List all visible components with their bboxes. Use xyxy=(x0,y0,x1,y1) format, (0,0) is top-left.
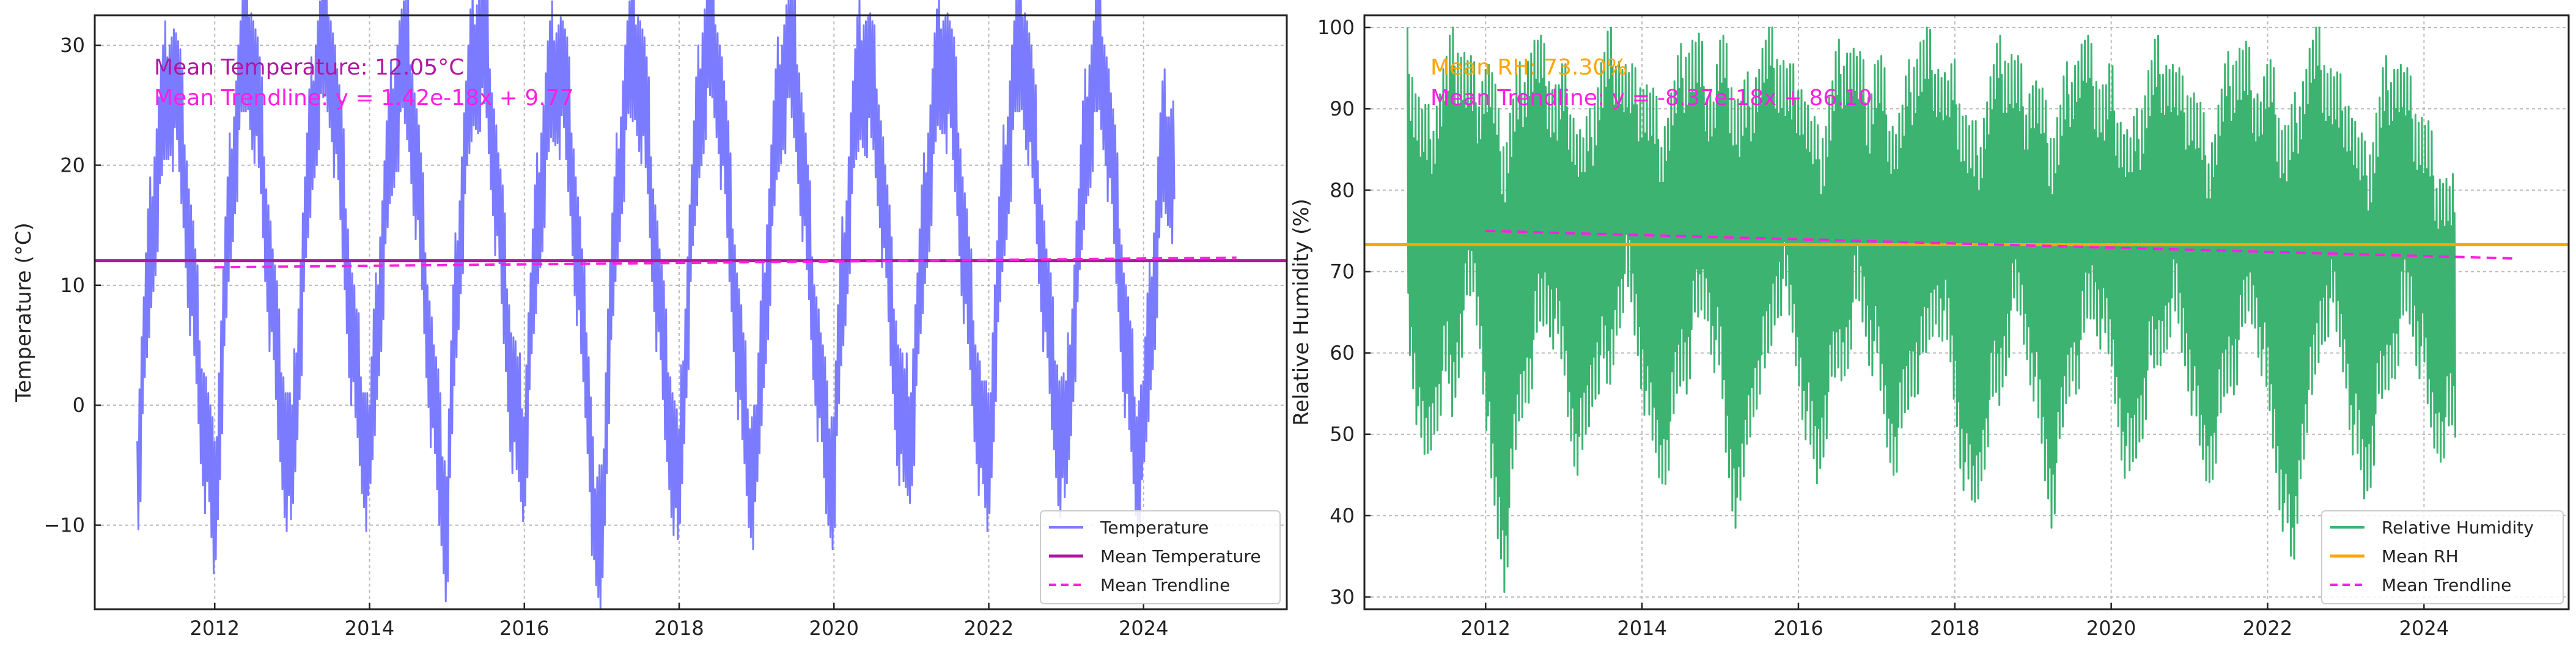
temperature-plot-frame xyxy=(94,14,1288,610)
temperature-legend: Temperature Mean Temperature Mean Trendl… xyxy=(1040,510,1281,604)
temperature-x-tick-label: 2016 xyxy=(499,617,549,640)
humidity-trendline xyxy=(1485,229,2518,260)
temperature-series-layer xyxy=(136,0,1176,610)
legend-label-mean-temperature: Mean Temperature xyxy=(1100,546,1261,566)
humidity-y-axis-label: Relative Humidity (%) xyxy=(1289,199,1314,426)
humidity-y-tick-label: 100 xyxy=(1317,16,1355,39)
humidity-x-tick-label: 2024 xyxy=(2399,617,2449,640)
temperature-trendline xyxy=(215,256,1237,269)
temperature-x-tick-label: 2020 xyxy=(809,617,859,640)
legend-label-temperature: Temperature xyxy=(1100,518,1209,538)
temperature-y-tick-label: 20 xyxy=(60,153,85,177)
humidity-y-tick-label: 60 xyxy=(1330,342,1355,365)
humidity-mean-annotation: Mean RH: 73.30% xyxy=(1430,55,1627,80)
humidity-y-tick-label: 50 xyxy=(1330,423,1355,446)
humidity-x-tick-label: 2022 xyxy=(2243,617,2292,640)
humidity-legend: Relative Humidity Mean RH Mean Trendline xyxy=(2321,510,2564,604)
humidity-legend-box xyxy=(2321,510,2564,604)
temperature-y-ticks: −10 0 10 20 30 xyxy=(43,34,101,537)
temperature-legend-box xyxy=(1040,510,1281,604)
humidity-x-tick-label: 2020 xyxy=(2086,617,2136,640)
legend-label-relative-humidity: Relative Humidity xyxy=(2382,518,2534,538)
temperature-y-tick-label: −10 xyxy=(43,514,85,537)
temperature-y-tick-label: 10 xyxy=(60,274,85,297)
humidity-series-line xyxy=(1406,26,2457,593)
temperature-y-tick-label: 30 xyxy=(60,34,85,57)
humidity-x-tick-label: 2012 xyxy=(1461,617,1511,640)
temperature-x-tick-label: 2022 xyxy=(964,617,1014,640)
humidity-series-layer xyxy=(1406,26,2457,593)
humidity-x-tick-label: 2018 xyxy=(1930,617,1979,640)
temperature-x-tick-label: 2012 xyxy=(190,617,240,640)
humidity-y-tick-label: 80 xyxy=(1330,178,1355,202)
humidity-y-ticks: 30 40 50 60 70 80 90 100 xyxy=(1317,16,1371,609)
humidity-x-tick-label: 2016 xyxy=(1773,617,1823,640)
humidity-x-tick-label: 2014 xyxy=(1617,617,1666,640)
humidity-y-tick-label: 90 xyxy=(1330,97,1355,120)
humidity-x-ticks: 2012 2014 2016 2018 2020 2022 2024 xyxy=(1461,603,2449,640)
temperature-x-tick-label: 2014 xyxy=(345,617,394,640)
temperature-y-tick-label: 0 xyxy=(73,394,85,417)
legend-label-mean-rh: Mean RH xyxy=(2382,546,2459,566)
temperature-x-tick-label: 2024 xyxy=(1119,617,1168,640)
humidity-y-tick-label: 70 xyxy=(1330,260,1355,283)
temperature-x-tick-label: 2018 xyxy=(654,617,704,640)
humidity-y-tick-label: 30 xyxy=(1330,585,1355,609)
humidity-y-tick-label: 40 xyxy=(1330,504,1355,527)
humidity-plot-frame xyxy=(1363,14,2570,610)
humidity-trend-annotation: Mean Trendline: y = -8.37e-18x + 86.10 xyxy=(1430,86,1872,111)
temperature-chart: 2012 2014 2016 2018 2020 2022 2024 −100102030 … xyxy=(12,0,1288,640)
legend-label-humidity-trendline: Mean Trendline xyxy=(2382,575,2511,595)
temperature-trend-annotation: Mean Trendline: y = 1.42e-18x + 9.77 xyxy=(154,86,574,111)
temperature-x-ticks: 2012 2014 2016 2018 2020 2022 2024 xyxy=(190,603,1168,640)
temperature-mean-annotation: Mean Temperature: 12.05°C xyxy=(154,55,464,80)
humidity-chart: 2012 2014 2016 2018 2020 2022 2024 30 40 50 60 70 8… xyxy=(1289,14,2570,640)
legend-label-temperature-trendline: Mean Trendline xyxy=(1100,575,1230,595)
temperature-y-axis-label: Temperature (°C) xyxy=(12,222,36,402)
temperature-series-line xyxy=(136,0,1176,610)
